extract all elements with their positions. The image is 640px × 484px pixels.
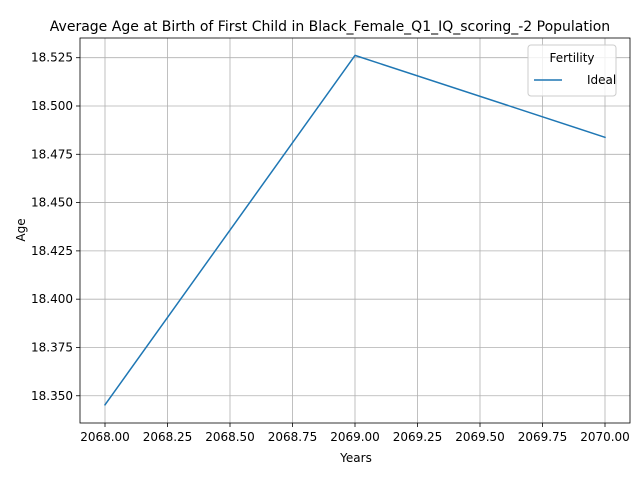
- x-tick-label: 2068.50: [205, 430, 255, 444]
- x-tick-label: 2068.75: [268, 430, 318, 444]
- y-tick-label: 18.375: [31, 340, 73, 354]
- x-tick-label: 2068.25: [143, 430, 193, 444]
- x-tick-label: 2069.75: [518, 430, 568, 444]
- y-tick-label: 18.500: [31, 99, 73, 113]
- y-tick-label: 18.475: [31, 147, 73, 161]
- x-axis-ticks: 2068.00 2068.25 2068.50 2068.75 2069.00 2069.…: [80, 423, 630, 444]
- x-tick-label: 2069.50: [455, 430, 505, 444]
- series-layer: [103, 54, 606, 406]
- series-line-ideal: [103, 54, 606, 406]
- legend: Fertility Ideal: [527, 44, 617, 97]
- chart-title: Average Age at Birth of First Child in B…: [50, 19, 610, 35]
- x-tick-label: 2070.00: [580, 430, 630, 444]
- x-tick-label: 2069.00: [330, 430, 380, 444]
- y-tick-label: 18.525: [31, 51, 73, 65]
- y-axis-label: Age: [14, 218, 28, 241]
- x-tick-label: 2069.25: [393, 430, 443, 444]
- legend-label-ideal: Ideal: [587, 73, 616, 87]
- y-tick-label: 18.425: [31, 244, 73, 258]
- y-tick-label: 18.350: [31, 389, 73, 403]
- x-tick-label: 2068.00: [80, 430, 130, 444]
- y-tick-label: 18.450: [31, 196, 73, 210]
- y-axis-ticks: 18.350 18.375 18.400 18.425 18.450 18.475 18.5…: [31, 51, 80, 403]
- y-tick-label: 18.400: [31, 292, 73, 306]
- legend-title: Fertility: [549, 51, 594, 65]
- x-axis-label: Years: [339, 451, 372, 465]
- legend-box: [527, 44, 617, 97]
